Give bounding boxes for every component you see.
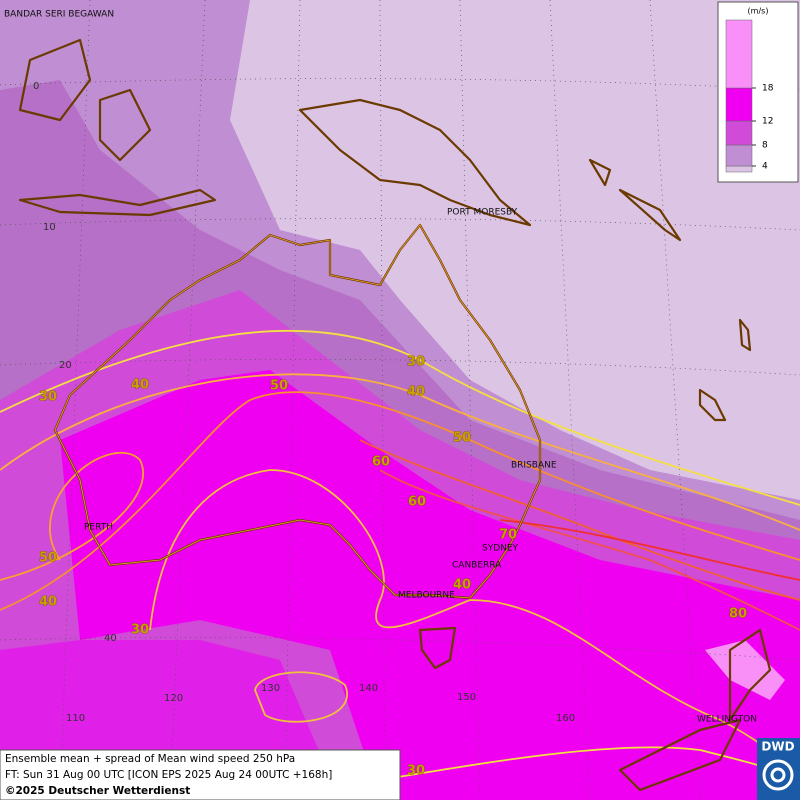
place-label: MELBOURNE (398, 591, 455, 601)
place-label: CANBERRA (452, 561, 502, 571)
contours (0, 330, 800, 781)
lon-label: 130 (261, 683, 280, 694)
contour-label: 60 (372, 455, 390, 470)
legend-tick-label: 18 (762, 84, 774, 94)
places: BANDAR SERI BEGAWAN PORT MORESBY BRISBAN… (4, 10, 757, 725)
lat-label: 40 (104, 633, 117, 644)
legend: (m/s) 4 8 12 18 (717, 1, 799, 183)
contour-label: 70 (499, 528, 517, 543)
legend-unit: (m/s) (748, 7, 769, 16)
lat-label: 10 (43, 222, 56, 233)
lat-label: 0 (33, 81, 39, 92)
contour-label: 40 (407, 385, 425, 400)
lat-label: 20 (59, 360, 72, 371)
contour-label: 30 (39, 390, 57, 405)
place-label: PORT MORESBY (447, 208, 518, 218)
footer-line: ©2025 Deutscher Wetterdienst (5, 785, 190, 797)
legend-tick-label: 4 (762, 162, 768, 172)
shade-12-18 (60, 370, 800, 800)
contour-label: 50 (453, 431, 471, 446)
contour-label: 40 (39, 595, 57, 610)
place-label: BRISBANE (511, 461, 557, 471)
place-label: PERTH (84, 523, 113, 533)
lon-label: 160 (556, 713, 575, 724)
place-label: BANDAR SERI BEGAWAN (4, 10, 114, 20)
contour-label: 30 (131, 623, 149, 638)
legend-swatch (725, 144, 753, 167)
legend-tick-label: 12 (762, 117, 773, 127)
logo-swirl (762, 759, 794, 791)
lon-label: 140 (359, 683, 378, 694)
contour-label: 50 (270, 379, 288, 394)
legend-swatch (725, 87, 753, 122)
lon-label: 150 (457, 692, 476, 703)
footer-line: FT: Sun 31 Aug 00 UTC [ICON EPS 2025 Aug… (5, 769, 332, 781)
legend-swatch (725, 19, 753, 89)
legend-tick-label: 8 (762, 141, 768, 151)
contour-label: 50 (39, 551, 57, 566)
grid-labels: 0 10 20 40 110 120 130 140 150 160 (33, 81, 575, 724)
legend-swatch (725, 120, 753, 146)
contour-label: 40 (131, 378, 149, 393)
contour-label: 30 (407, 764, 425, 779)
legend-swatch (725, 165, 753, 173)
lon-label: 110 (66, 713, 85, 724)
contour-label: 30 (407, 355, 425, 370)
coastlines (18, 38, 772, 792)
footer: Ensemble mean + spread of Mean wind spee… (0, 738, 800, 801)
lon-label: 120 (164, 693, 183, 704)
footer-line: Ensemble mean + spread of Mean wind spee… (5, 753, 295, 765)
contour-labels: 30 40 50 30 40 50 60 60 70 40 50 40 30 8… (39, 354, 748, 779)
contour-label: 80 (729, 607, 747, 622)
contour-label: 40 (453, 578, 471, 593)
contour-label: 60 (408, 495, 426, 510)
logo: DWD (761, 740, 794, 754)
place-label: SYDNEY (482, 544, 519, 554)
place-label: WELLINGTON (697, 715, 757, 725)
logo-swirl (770, 767, 786, 783)
